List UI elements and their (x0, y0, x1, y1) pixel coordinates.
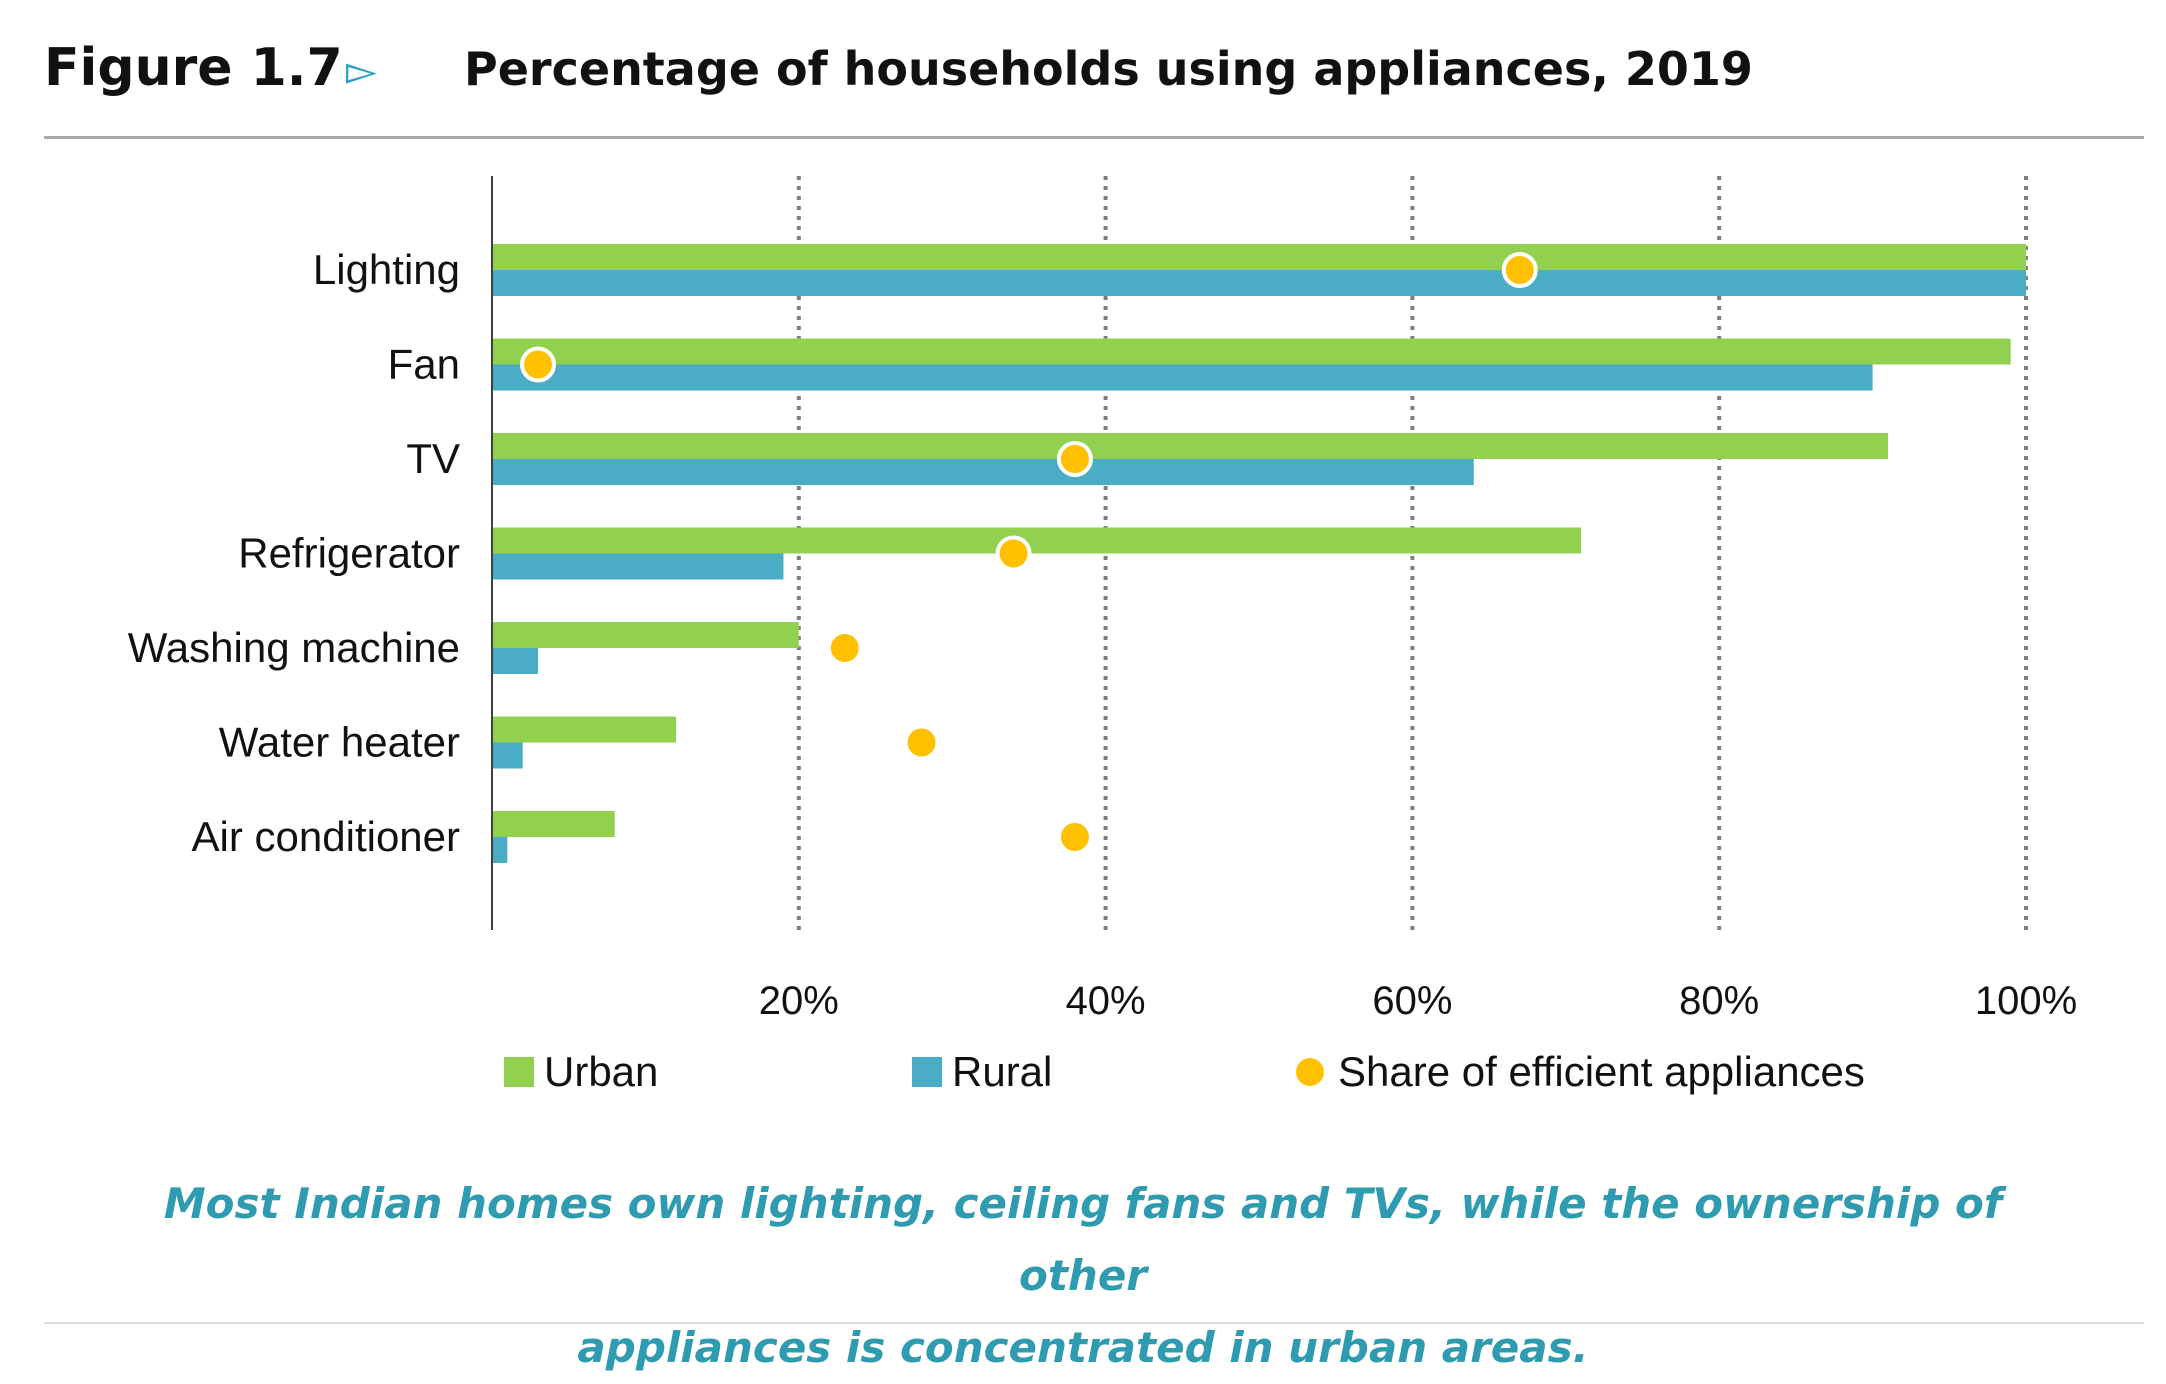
legend-label-rural: Rural (952, 1048, 1052, 1095)
point-efficient-refrigerator (998, 538, 1030, 570)
bar-rural-fan (492, 365, 1873, 391)
caption-line-1: Most Indian homes own lighting, ceiling … (100, 1168, 2066, 1312)
legend-swatch-urban (504, 1057, 534, 1087)
legend-swatch-rural (912, 1057, 942, 1087)
point-efficient-washing-machine (829, 632, 861, 664)
category-label-fan: Fan (388, 341, 460, 388)
legend-swatch-efficient (1296, 1058, 1324, 1086)
point-efficient-tv (1059, 443, 1091, 475)
bar-urban-washing-machine (492, 622, 799, 648)
legend-label-efficient: Share of efficient appliances (1338, 1048, 1865, 1095)
category-label-lighting: Lighting (313, 246, 460, 293)
point-efficient-water-heater (906, 727, 938, 759)
category-label-air-conditioner: Air conditioner (192, 813, 460, 860)
category-labels: Lighting Fan TV Refrigerator Washing machine… (128, 246, 460, 860)
x-tick-label-100: 100% (1975, 979, 2077, 1023)
bar-urban-lighting (492, 244, 2026, 270)
bar-urban-water-heater (492, 717, 676, 743)
bar-urban-tv (492, 433, 1888, 459)
category-label-refrigerator: Refrigerator (238, 530, 460, 577)
bar-urban-refrigerator (492, 528, 1581, 554)
bar-rural-air-conditioner (492, 837, 507, 863)
point-efficient-lighting (1504, 254, 1536, 286)
bar-rural-lighting (492, 270, 2026, 296)
chart-canvas: Lighting Fan TV Refrigerator Washing machine… (0, 0, 2166, 1330)
point-efficient-air-conditioner (1059, 821, 1091, 853)
x-tick-label-40: 40% (1066, 979, 1146, 1023)
x-tick-labels: 20% 40% 60% 80% 100% (759, 979, 2077, 1023)
category-label-washing-machine: Washing machine (128, 624, 460, 671)
x-tick-label-60: 60% (1372, 979, 1452, 1023)
x-tick-label-20: 20% (759, 979, 839, 1023)
bar-rural-water-heater (492, 743, 523, 769)
bar-urban-fan (492, 339, 2011, 365)
bar-urban-air-conditioner (492, 811, 615, 837)
bar-layer (492, 244, 2026, 863)
x-tick-label-80: 80% (1679, 979, 1759, 1023)
bar-rural-tv (492, 459, 1474, 485)
chart-caption: Most Indian homes own lighting, ceiling … (100, 1168, 2066, 1384)
legend-label-urban: Urban (544, 1048, 658, 1095)
category-label-water-heater: Water heater (219, 719, 460, 766)
point-efficient-fan (522, 349, 554, 381)
bottom-divider (44, 1322, 2144, 1324)
legend: Urban Rural Share of efficient appliances (504, 1048, 1865, 1095)
bar-rural-washing-machine (492, 648, 538, 674)
category-label-tv: TV (406, 435, 460, 482)
bar-rural-refrigerator (492, 554, 783, 580)
